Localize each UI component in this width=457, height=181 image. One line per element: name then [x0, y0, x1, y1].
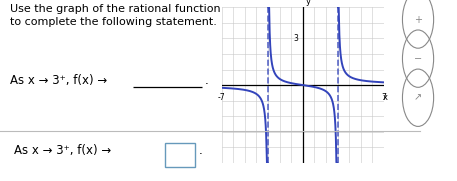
Text: .: .	[205, 74, 208, 87]
Text: Use the graph of the rational function
to complete the following statement.: Use the graph of the rational function t…	[10, 4, 221, 27]
Text: -7: -7	[218, 93, 225, 102]
Text: x: x	[383, 93, 388, 102]
Text: As x → 3⁺, f(x) →: As x → 3⁺, f(x) →	[14, 144, 111, 157]
Text: 7: 7	[382, 93, 386, 102]
Text: ↗: ↗	[414, 93, 422, 103]
Text: As x → 3⁺, f(x) →: As x → 3⁺, f(x) →	[10, 74, 107, 87]
Text: −: −	[414, 54, 422, 64]
Text: .: .	[199, 144, 202, 157]
Text: y: y	[306, 0, 311, 6]
Text: +: +	[414, 14, 422, 25]
FancyBboxPatch shape	[165, 143, 195, 167]
Text: 3: 3	[294, 34, 299, 43]
